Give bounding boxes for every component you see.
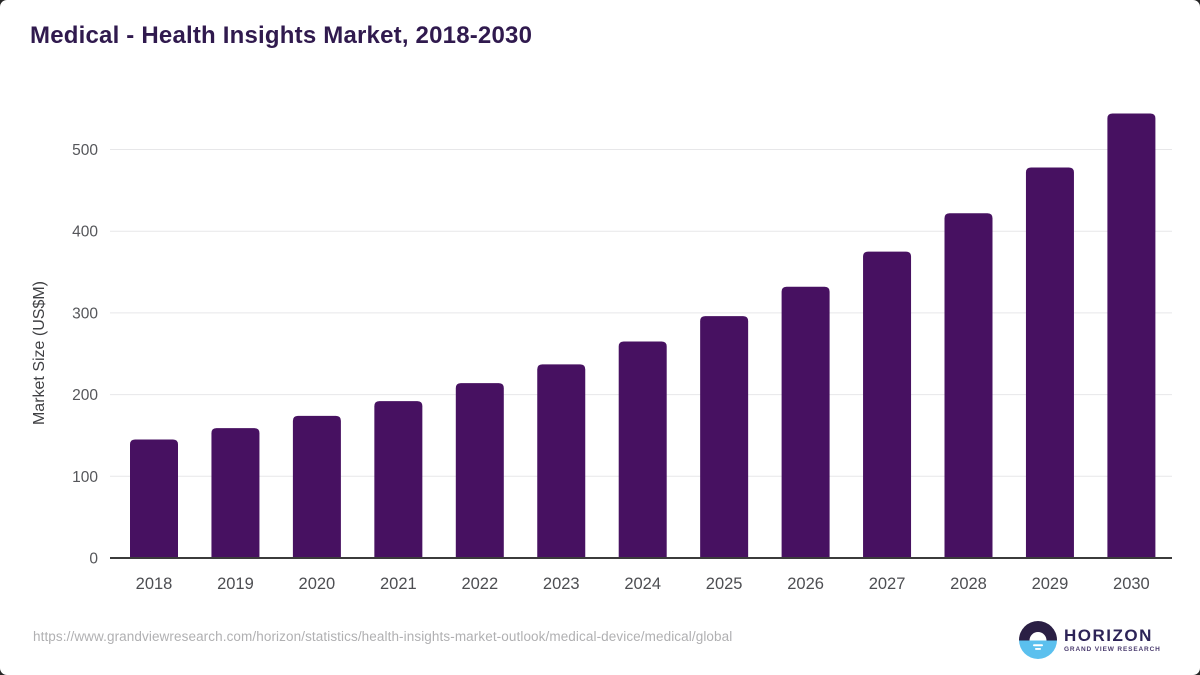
horizon-logo: HORIZON GRAND VIEW RESEARCH bbox=[1019, 621, 1161, 659]
bar-2025 bbox=[700, 316, 749, 558]
y-axis-title: Market Size (US$M) bbox=[31, 281, 48, 425]
y-tick-label-100: 100 bbox=[72, 469, 98, 486]
y-tick-label-0: 0 bbox=[89, 551, 98, 568]
y-tick-label-300: 300 bbox=[72, 305, 98, 322]
bar-2027 bbox=[863, 251, 912, 558]
x-tick-label-2025: 2025 bbox=[706, 575, 743, 593]
bar-2030 bbox=[1107, 113, 1156, 558]
bar-2020 bbox=[292, 415, 341, 558]
x-tick-label-2020: 2020 bbox=[299, 575, 336, 593]
y-tick-label-500: 500 bbox=[72, 142, 98, 159]
bar-2023 bbox=[537, 364, 586, 558]
x-tick-label-2018: 2018 bbox=[136, 575, 173, 593]
bar-2026 bbox=[781, 286, 830, 558]
logo-text: HORIZON GRAND VIEW RESEARCH bbox=[1064, 627, 1161, 653]
y-tick-label-400: 400 bbox=[72, 224, 98, 241]
bar-2021 bbox=[374, 401, 423, 558]
source-url-text: https://www.grandviewresearch.com/horizo… bbox=[33, 629, 733, 644]
horizon-sun-icon bbox=[1019, 621, 1057, 659]
bar-2029 bbox=[1025, 167, 1074, 558]
bar-2022 bbox=[455, 383, 504, 558]
x-tick-label-2023: 2023 bbox=[543, 575, 580, 593]
x-tick-label-2028: 2028 bbox=[950, 575, 987, 593]
x-tick-label-2026: 2026 bbox=[787, 575, 824, 593]
y-tick-label-200: 200 bbox=[72, 387, 98, 404]
x-tick-label-2029: 2029 bbox=[1032, 575, 1069, 593]
logo-name: HORIZON bbox=[1064, 626, 1153, 646]
x-tick-label-2021: 2021 bbox=[380, 575, 417, 593]
x-tick-label-2019: 2019 bbox=[217, 575, 254, 593]
bar-2024 bbox=[618, 341, 667, 558]
x-tick-label-2027: 2027 bbox=[869, 575, 906, 593]
logo-tagline: GRAND VIEW RESEARCH bbox=[1064, 645, 1161, 653]
bar-2018 bbox=[130, 439, 178, 558]
x-tick-label-2022: 2022 bbox=[461, 575, 498, 593]
bar-2019 bbox=[211, 428, 260, 558]
x-tick-label-2024: 2024 bbox=[624, 575, 661, 593]
chart-title: Medical - Health Insights Market, 2018-2… bbox=[30, 22, 533, 49]
x-tick-label-2030: 2030 bbox=[1113, 575, 1150, 593]
bar-2028 bbox=[944, 213, 993, 558]
